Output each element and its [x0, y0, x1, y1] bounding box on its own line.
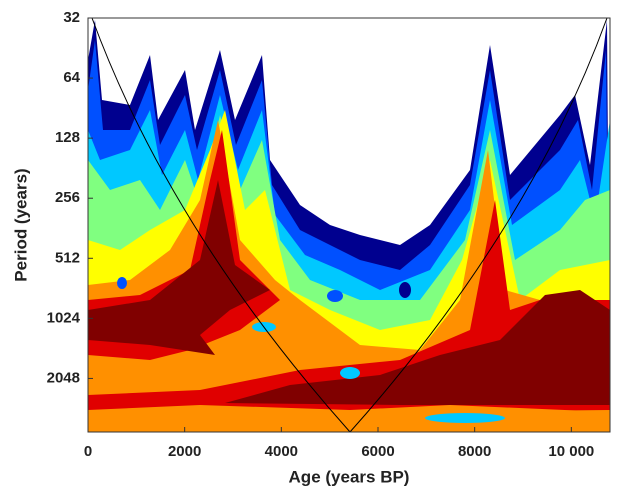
x-tick-label: 8000: [458, 443, 491, 460]
x-tick-label: 10 000: [548, 443, 594, 460]
x-axis-label: Age (years BP): [289, 467, 410, 486]
y-tick-label: 1024: [47, 309, 81, 326]
wavelet-power: [88, 18, 610, 432]
y-tick-label: 2048: [47, 369, 80, 386]
x-tick-label: 0: [84, 443, 92, 460]
plot-frame: [87, 17, 611, 433]
y-tick-label: 256: [55, 189, 80, 206]
y-tick-label: 512: [55, 249, 80, 266]
y-tick-label: 128: [55, 129, 80, 146]
y-tick-label: 64: [63, 69, 80, 86]
x-tick-label: 2000: [168, 443, 201, 460]
y-tick-label: 32: [63, 9, 80, 26]
y-axis-label: Period (years): [11, 168, 30, 281]
x-tick-label: 4000: [265, 443, 298, 460]
x-tick-label: 6000: [361, 443, 394, 460]
